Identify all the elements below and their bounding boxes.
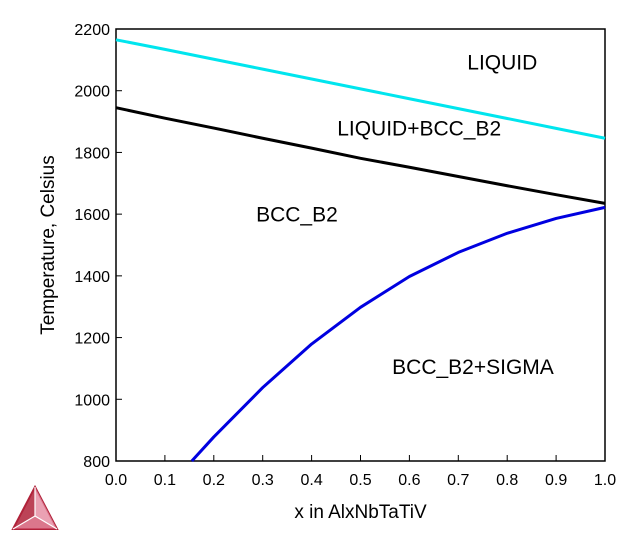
region-label: BCC_B2 (256, 204, 338, 227)
y-tick-label: 2200 (74, 22, 110, 39)
phase-boundary-line-2 (115, 106, 606, 205)
x-tick-label: 0.5 (349, 472, 371, 489)
y-axis-label: Temperature, Celsius (38, 155, 59, 335)
x-tick-label: 0.1 (154, 472, 176, 489)
y-tick-label: 800 (83, 454, 110, 471)
x-tick-label: 0.7 (447, 472, 469, 489)
thermo-calc-logo-icon (11, 484, 59, 530)
y-tick-label: 1400 (74, 269, 110, 286)
region-label: BCC_B2+SIGMA (392, 356, 554, 379)
x-tick-label: 0.8 (496, 472, 518, 489)
x-tick-label: 0.4 (300, 472, 322, 489)
region-labels: LIQUID LIQUID+BCC_B2 BCC_B2 BCC_B2+SIGMA (256, 52, 554, 379)
x-tick-label: 0.6 (398, 472, 420, 489)
series-group (115, 38, 606, 463)
x-tick-label: 0.3 (252, 472, 274, 489)
y-tick-label: 1600 (74, 207, 110, 224)
x-tick-label: 0.0 (105, 472, 127, 489)
phase-boundary-line-1 (115, 38, 606, 140)
region-label: LIQUID (467, 52, 537, 75)
region-label: LIQUID+BCC_B2 (337, 117, 501, 140)
y-tick-label: 1200 (74, 331, 110, 348)
x-tick-label: 0.9 (545, 472, 567, 489)
x-axis-label: x in AlxNbTaTiV (294, 502, 427, 523)
x-axis-ticks: 0.0 0.1 0.2 0.3 0.4 0.5 0.6 0.7 0.8 0.9 1.0 (105, 455, 616, 489)
x-tick-label: 1.0 (594, 472, 616, 489)
x-tick-label: 0.2 (203, 472, 225, 489)
plot-frame (115, 28, 606, 462)
y-tick-label: 1000 (74, 392, 110, 409)
y-axis-ticks: 800 1000 1200 1400 1600 1800 2000 2200 (74, 22, 122, 471)
y-tick-label: 1800 (74, 145, 110, 162)
phase-boundary-line-3 (190, 205, 606, 463)
y-tick-label: 2000 (74, 84, 110, 101)
